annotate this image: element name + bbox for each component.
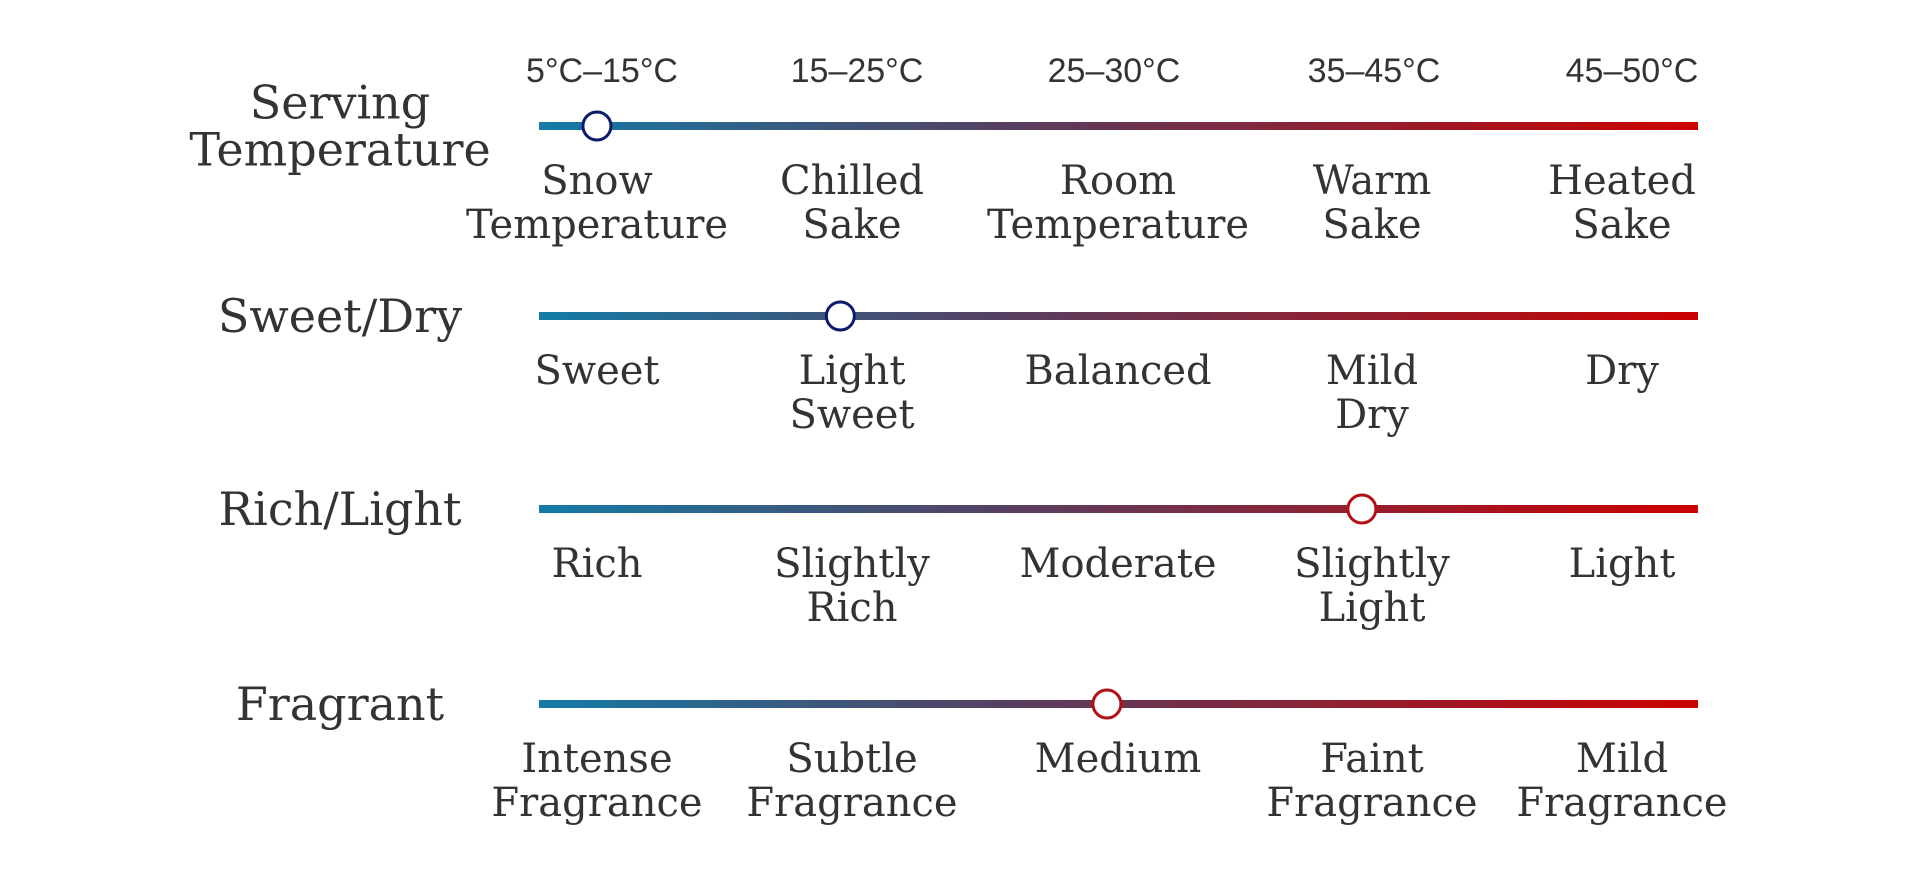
scale-marker <box>581 110 613 142</box>
category-label: Subtle <box>786 736 917 782</box>
category-label: Light <box>1319 585 1426 631</box>
category-label: Dry <box>1335 392 1409 438</box>
scale-marker <box>1346 493 1378 525</box>
category-label: Sake <box>1572 202 1671 248</box>
scale-label: Sweet/Dry <box>218 289 462 343</box>
scale-marker <box>1091 688 1123 720</box>
category-label: Room <box>1060 158 1176 204</box>
scale-bar <box>539 505 1698 513</box>
category-label: Temperature <box>987 202 1249 248</box>
scale-marker <box>824 300 856 332</box>
temperature-range-label: 15–25°C <box>791 52 924 90</box>
temperature-range-label: 35–45°C <box>1308 52 1441 90</box>
category-label: Mild <box>1576 736 1668 782</box>
category-label: Dry <box>1585 348 1659 394</box>
category-label: Fragrance <box>491 780 702 826</box>
category-label: Medium <box>1035 736 1202 782</box>
category-label: Warm <box>1313 158 1432 204</box>
scale-bar <box>539 122 1698 130</box>
category-label: Fragrance <box>1516 780 1727 826</box>
category-label: Faint <box>1320 736 1424 782</box>
category-label: Fragrance <box>746 780 957 826</box>
category-label: Sake <box>802 202 901 248</box>
scale-label: Rich/Light <box>218 482 462 536</box>
category-label: Chilled <box>780 158 924 204</box>
scale-bar <box>539 312 1698 320</box>
category-label: Intense <box>521 736 672 782</box>
category-label: Heated <box>1548 158 1696 204</box>
temperature-range-label: 25–30°C <box>1048 52 1181 90</box>
category-label: Sweet <box>789 392 914 438</box>
temperature-range-label: 45–50°C <box>1566 52 1699 90</box>
scale-label: Fragrant <box>236 677 445 731</box>
category-label: Temperature <box>466 202 728 248</box>
category-label: Slightly <box>1294 541 1450 587</box>
scale-label: Temperature <box>189 123 490 177</box>
category-label: Moderate <box>1019 541 1216 587</box>
temperature-range-label: 5°C–15°C <box>526 52 678 90</box>
category-label: Sweet <box>534 348 659 394</box>
category-label: Mild <box>1326 348 1418 394</box>
category-label: Rich <box>806 585 897 631</box>
category-label: Snow <box>541 158 652 204</box>
category-label: Fragrance <box>1266 780 1477 826</box>
category-label: Rich <box>551 541 642 587</box>
category-label: Slightly <box>774 541 930 587</box>
category-label: Sake <box>1322 202 1421 248</box>
scale-row: FragrantIntenseFragranceSubtleFragranceM… <box>236 677 1728 826</box>
category-label: Balanced <box>1024 348 1211 394</box>
category-label: Light <box>1569 541 1676 587</box>
scale-label: Serving <box>250 76 431 130</box>
category-label: Light <box>799 348 906 394</box>
